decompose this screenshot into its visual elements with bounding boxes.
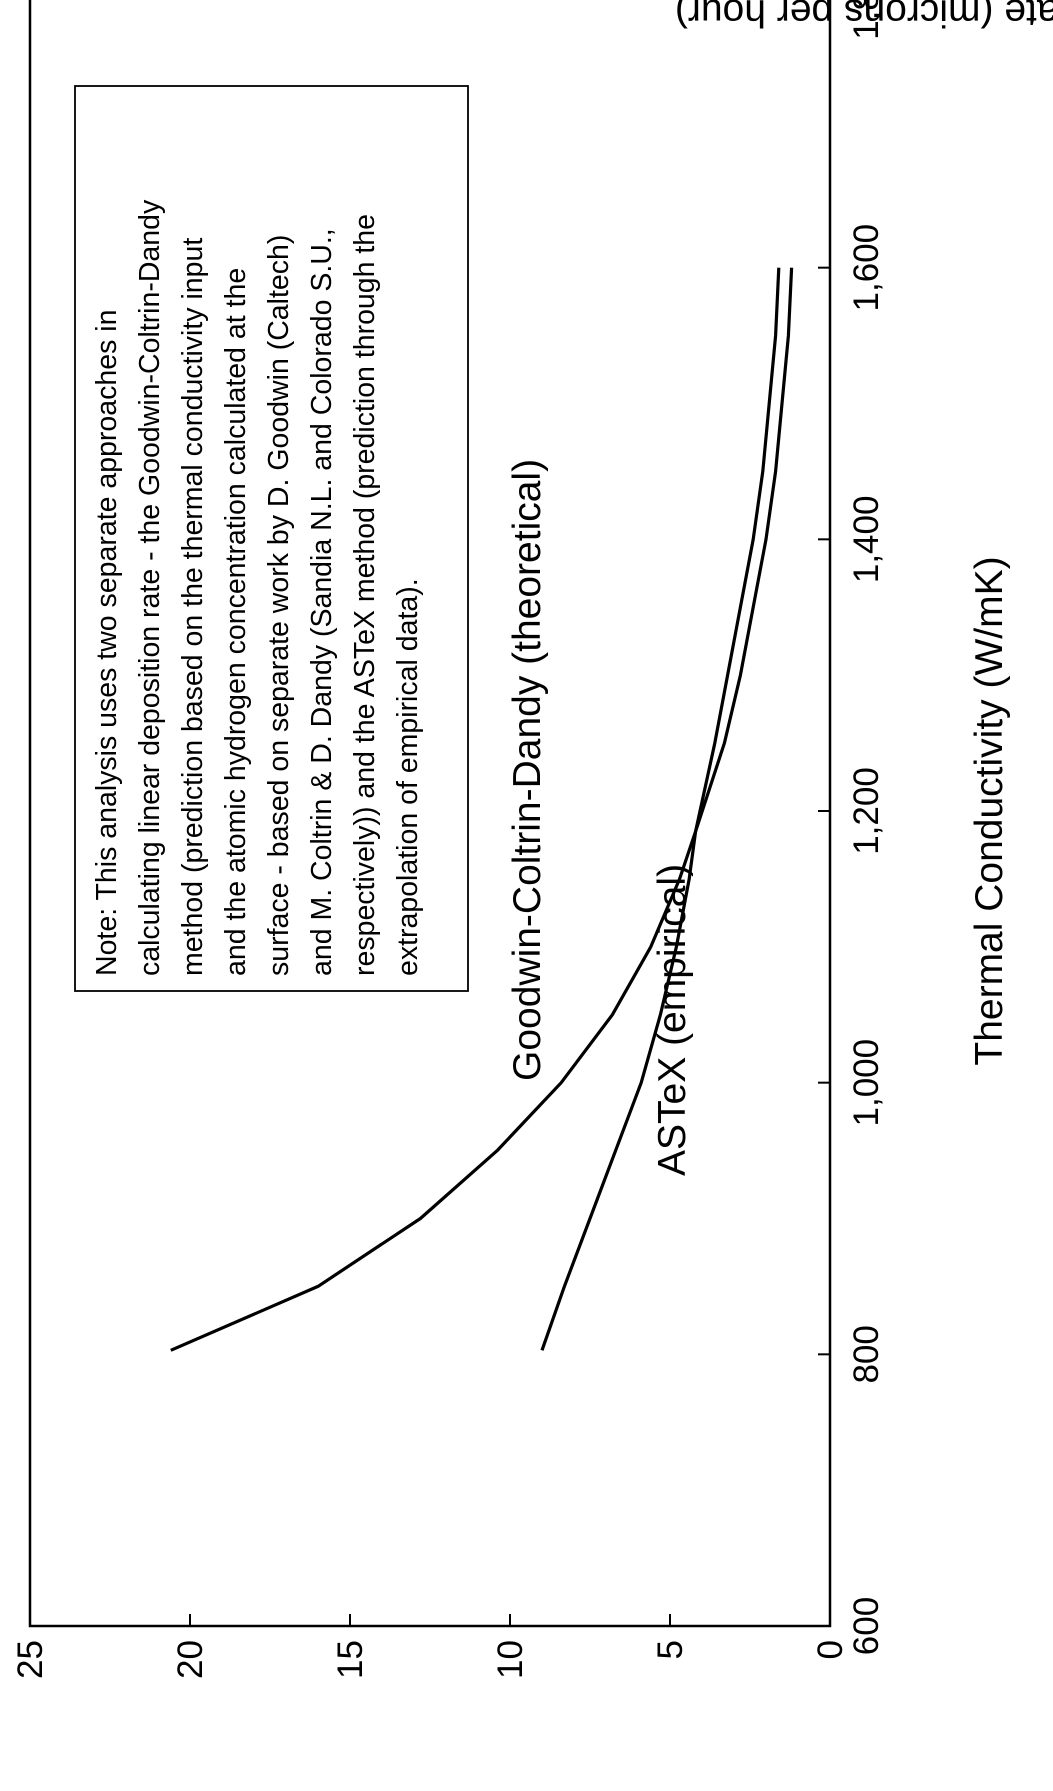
axis-ticks: 600 800 1,000 1,200 1,400 1,600 1,800 0 5 10 15 20 2…: [11, 0, 886, 1679]
rotated-plot-group: 600 800 1,000 1,200 1,400 1,600 1,800 0 5 10 15 20 2…: [11, 0, 1011, 1679]
note-box: [74, 85, 469, 992]
note-line: Note: This analysis uses two separate ap…: [91, 310, 123, 976]
note-line: calculating linear deposition rate - the…: [134, 199, 166, 976]
x-tick-label: 600: [847, 1597, 886, 1655]
y-axis-title: Linear Deposition Rate (microns per hour…: [675, 0, 1053, 34]
x-tick-label: 1,200: [847, 767, 886, 855]
x-tick-label: 1,000: [847, 1039, 886, 1127]
x-tick-label: 1,400: [847, 496, 886, 584]
series-label-goodwin: Goodwin-Coltrin-Dandy (theoretical): [506, 459, 549, 1081]
x-tick-label: 1,800: [847, 0, 886, 40]
note-line: and M. Coltrin & D. Dandy (Sandia N.L. a…: [306, 228, 338, 976]
note-line: respectively)) and the ASTeX method (pre…: [349, 214, 381, 976]
series-label-astex: ASTeX (empirical): [651, 864, 694, 1176]
note-line: method (prediction based on the thermal …: [177, 238, 209, 976]
x-axis-title: Thermal Conductivity (W/mK): [968, 556, 1011, 1065]
astex-series-line: [540, 267, 794, 1351]
y-tick-label: 25: [11, 1640, 50, 1679]
y-tick-label: 5: [651, 1640, 690, 1659]
x-tick-label: 1,600: [847, 224, 886, 312]
y-tick-label: 20: [171, 1640, 210, 1679]
note-line: surface - based on separate work by D. G…: [263, 235, 295, 976]
series-lines: [170, 267, 794, 1352]
x-tick-label: 800: [847, 1325, 886, 1383]
y-tick-label: 15: [331, 1640, 370, 1679]
note-line: extrapolation of empirical data).: [392, 578, 424, 976]
y-tick-label: 0: [811, 1640, 850, 1659]
y-tick-label: 10: [491, 1640, 530, 1679]
note-line: and the atomic hydrogen concentration ca…: [220, 268, 252, 976]
